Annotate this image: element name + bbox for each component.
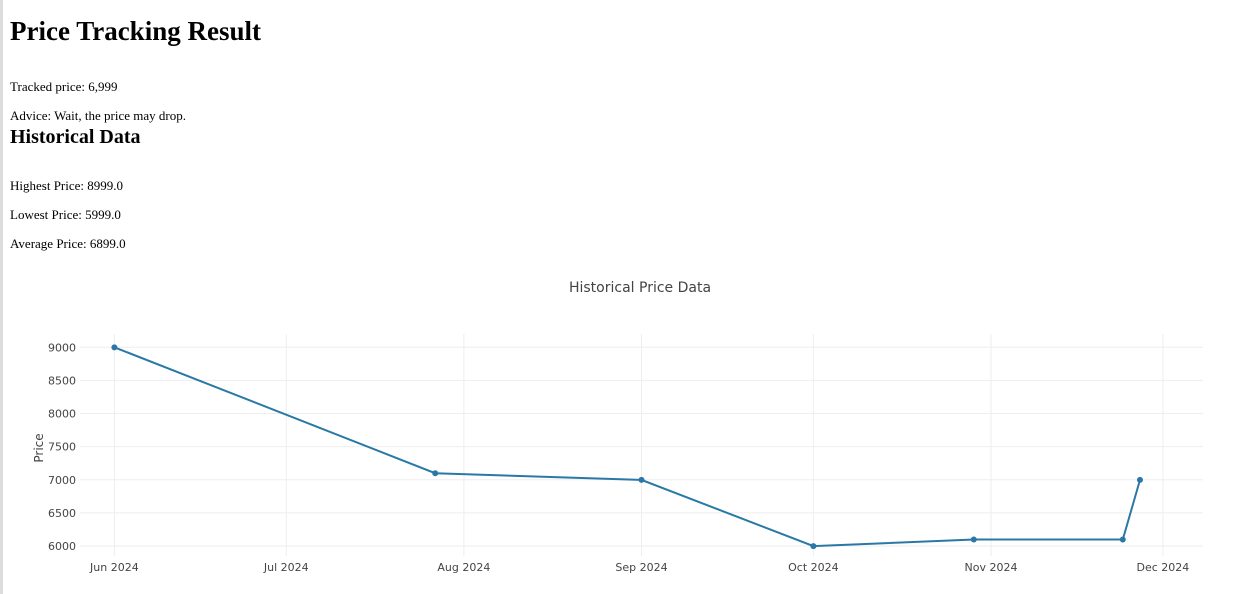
x-tick-label: Dec 2024 — [1137, 561, 1190, 574]
price-series[interactable] — [111, 344, 1143, 550]
y-tick-label: 8500 — [48, 374, 76, 387]
price-line-chart[interactable]: Historical Price Data 6000 6500 7000 7500 80… — [0, 262, 1250, 594]
lowest-price-label: Lowest Price: — [10, 207, 82, 222]
x-tick-label: Nov 2024 — [965, 561, 1018, 574]
highest-price-line: Highest Price: 8999.0 — [10, 178, 123, 194]
lowest-price-value: 5999.0 — [85, 207, 121, 222]
y-tick-label: 7500 — [48, 441, 76, 454]
y-tick-label: 6500 — [48, 507, 76, 520]
x-axis-ticks: Jun 2024 Jul 2024 Aug 2024 Sep 2024 Oct 2024… — [89, 561, 1189, 574]
advice-label: Advice: — [10, 108, 52, 123]
advice-line: Advice: Wait, the price may drop. — [10, 108, 186, 124]
x-tick-label: Sep 2024 — [615, 561, 667, 574]
page-title: Price Tracking Result — [10, 16, 261, 46]
price-point[interactable] — [432, 470, 439, 477]
tracked-price-line: Tracked price: 6,999 — [10, 79, 117, 95]
chart-title: Historical Price Data — [569, 280, 711, 296]
average-price-value: 6899.0 — [89, 236, 126, 251]
average-price-label: Average Price: — [10, 236, 87, 251]
left-edge-border — [0, 0, 3, 594]
price-point[interactable] — [1119, 536, 1126, 543]
x-tick-label: Jun 2024 — [89, 561, 139, 574]
price-point[interactable] — [970, 536, 977, 543]
highest-price-label: Highest Price: — [10, 178, 85, 193]
y-tick-label: 7000 — [48, 474, 76, 487]
chart-grid — [80, 334, 1203, 556]
price-point[interactable] — [638, 476, 645, 483]
price-point[interactable] — [810, 543, 817, 550]
price-point[interactable] — [111, 344, 118, 351]
y-tick-label: 6000 — [48, 540, 76, 553]
tracked-price-label: Tracked price: — [10, 79, 85, 94]
price-chart-container[interactable]: Historical Price Data 6000 6500 7000 7500 80… — [0, 262, 1250, 594]
x-tick-label: Oct 2024 — [788, 561, 839, 574]
advice-value: Wait, the price may drop. — [54, 108, 186, 123]
y-tick-label: 9000 — [48, 341, 76, 354]
tracked-price-value: 6,999 — [88, 79, 118, 94]
y-tick-label: 8000 — [48, 408, 76, 421]
average-price-line: Average Price: 6899.0 — [10, 236, 126, 252]
lowest-price-line: Lowest Price: 5999.0 — [10, 207, 121, 223]
highest-price-value: 8999.0 — [87, 178, 124, 193]
y-axis-ticks: 6000 6500 7000 7500 8000 8500 9000 — [48, 341, 76, 553]
x-tick-label: Aug 2024 — [437, 561, 490, 574]
price-point[interactable] — [1136, 476, 1143, 483]
x-tick-label: Jul 2024 — [263, 561, 309, 574]
y-axis-label: Price — [32, 433, 46, 462]
historical-data-heading: Historical Data — [10, 126, 141, 148]
